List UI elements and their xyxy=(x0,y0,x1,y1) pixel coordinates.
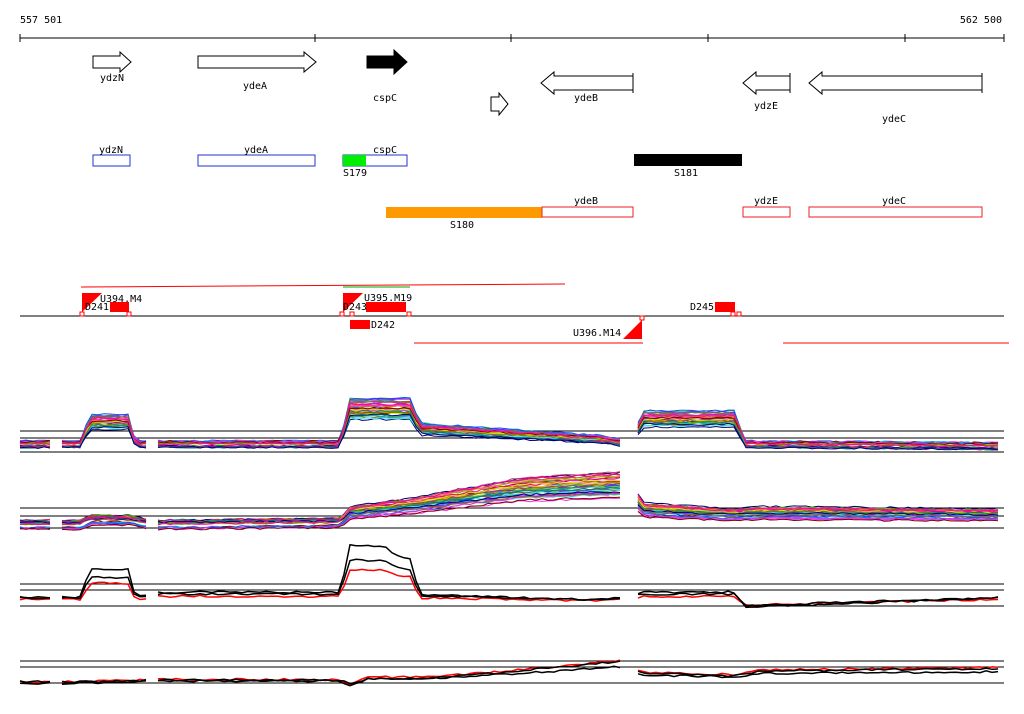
segment-label: S179 xyxy=(343,168,367,179)
profile-trace xyxy=(19,411,999,447)
profile-trace xyxy=(19,401,999,447)
feature-label: ydzN xyxy=(99,145,123,156)
probe-marker xyxy=(79,311,85,317)
gene-ydzE[interactable]: ydzE xyxy=(742,70,791,112)
probe-box[interactable] xyxy=(350,320,370,329)
promoter-flag xyxy=(82,293,102,312)
gene-cspC[interactable]: cspC xyxy=(366,48,408,104)
gene-ydzN[interactable]: ydzN xyxy=(92,50,132,84)
profile-trace xyxy=(19,665,999,685)
feature-box-ydeC[interactable] xyxy=(808,206,983,218)
gene-ydeA[interactable]: ydeA xyxy=(197,50,317,92)
feature-label: ydeB xyxy=(574,196,598,207)
segment-S179-bar[interactable] xyxy=(343,155,366,166)
probe-marker xyxy=(406,311,412,317)
profile-trace xyxy=(19,496,999,531)
promoter-flag xyxy=(343,293,363,312)
coordinate-ruler: 557 501 562 500 xyxy=(19,15,1005,42)
forward-feature-track: ydzN ydeA cspC S179 S181 xyxy=(92,145,742,179)
gene-arrow[interactable] xyxy=(808,70,983,96)
profile-trace xyxy=(19,402,999,448)
probe-marker xyxy=(730,311,736,317)
segment-S180-bar[interactable] xyxy=(386,207,542,218)
gene-label: ydzE xyxy=(754,101,778,112)
gene-ydeC[interactable]: ydeC xyxy=(808,70,983,125)
probe-label: U395.M19 xyxy=(364,293,412,304)
probe-label: U394.M4 xyxy=(100,294,142,305)
transcript-line[interactable] xyxy=(80,283,566,288)
profile-trace xyxy=(19,659,999,686)
gene-arrow[interactable] xyxy=(197,50,317,74)
gene-track: ydzN ydeA cspC ydeB ydzE ydeC xyxy=(92,48,983,125)
profile-trace xyxy=(19,408,999,447)
probe-label: D245 xyxy=(690,302,714,313)
profile-trace xyxy=(19,409,998,446)
profile-trace xyxy=(19,399,999,448)
probe-marker xyxy=(339,311,345,317)
gene-label: ydeA xyxy=(243,81,267,92)
promoter-flag xyxy=(623,320,642,339)
feature-box-ydeA[interactable] xyxy=(197,154,316,167)
gene-label: ydeB xyxy=(574,93,598,104)
profile-trace xyxy=(19,660,999,687)
probe-box[interactable] xyxy=(110,302,129,312)
segment-label: S181 xyxy=(674,168,698,179)
feature-box-ydzN[interactable] xyxy=(92,154,131,167)
segment-label: S180 xyxy=(450,220,474,231)
feature-box-ydeB[interactable] xyxy=(541,206,634,218)
gene-arrow[interactable] xyxy=(92,50,132,74)
profile-trace xyxy=(19,404,999,447)
profile-trace xyxy=(19,406,999,446)
transcript-track: U394.M4 D241 U395.M19 D243 D242 D245 U39… xyxy=(20,283,1009,344)
ruler-end-label: 562 500 xyxy=(960,15,1002,26)
probe-marker xyxy=(639,315,645,321)
probe-label: D242 xyxy=(371,320,395,331)
profile-trace xyxy=(19,413,999,451)
ruler-start-label: 557 501 xyxy=(20,15,62,26)
probe-label: D241 xyxy=(85,302,109,313)
probe-marker xyxy=(126,311,132,317)
profile-trace xyxy=(20,558,999,607)
segment-S181-bar[interactable] xyxy=(634,154,742,166)
profile-trace xyxy=(19,407,999,446)
feature-label: ydeA xyxy=(244,145,268,156)
gene-unnamed[interactable] xyxy=(490,91,509,117)
gene-label: ydzN xyxy=(100,73,124,84)
feature-label: cspC xyxy=(373,145,397,156)
expression-profiles xyxy=(19,396,1004,687)
profile-trace xyxy=(19,405,999,447)
feature-label: ydzE xyxy=(754,196,778,207)
gene-ydeB[interactable]: ydeB xyxy=(540,70,634,104)
reverse-feature-track: S180 ydeB ydzE ydeC xyxy=(386,196,983,231)
probe-box[interactable] xyxy=(715,302,735,312)
probe-label: D243 xyxy=(343,302,367,313)
profile-trace xyxy=(19,473,999,526)
gene-label: ydeC xyxy=(882,114,906,125)
probe-marker xyxy=(736,311,742,317)
probe-box[interactable] xyxy=(366,302,406,312)
gene-arrow[interactable] xyxy=(366,48,408,76)
feature-label: ydeC xyxy=(882,196,906,207)
gene-arrow[interactable] xyxy=(490,91,509,117)
gene-arrow[interactable] xyxy=(540,70,634,96)
gene-label: cspC xyxy=(373,93,397,104)
probe-label: U396.M14 xyxy=(573,328,621,339)
profile-trace xyxy=(19,568,999,607)
profile-trace xyxy=(19,543,999,609)
feature-box-ydzE[interactable] xyxy=(742,206,791,218)
gene-arrow[interactable] xyxy=(742,70,791,96)
probe-marker xyxy=(349,311,355,317)
profile-trace xyxy=(19,410,999,447)
